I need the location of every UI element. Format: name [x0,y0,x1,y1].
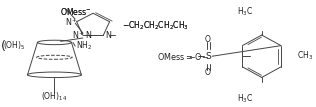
Text: CH$_3$: CH$_3$ [297,50,313,62]
Text: O: O [205,35,210,44]
Text: $-$CH$_2$CH$_2$CH$_2$CH$_3$: $-$CH$_2$CH$_2$CH$_2$CH$_3$ [123,19,189,31]
Text: N$^{+}$: N$^{+}$ [72,30,84,41]
Text: O: O [205,68,210,77]
Text: $-$CH$_2$CH$_2$CH$_2$CH$_3$: $-$CH$_2$CH$_2$CH$_2$CH$_3$ [123,19,189,31]
Text: $-$O$-$: $-$O$-$ [188,51,209,62]
Text: (OH)$_{14}$: (OH)$_{14}$ [41,91,68,103]
Text: N: N [105,31,111,40]
Text: N: N [86,31,91,40]
Text: OMess$=$: OMess$=$ [156,51,192,62]
Text: N$^{+}$: N$^{+}$ [65,16,77,27]
Text: H$_3$C: H$_3$C [236,93,253,106]
Text: S: S [205,52,211,61]
Text: (OH)$_5$: (OH)$_5$ [3,40,26,52]
Text: (: ( [1,40,6,53]
Text: OMess$^{-}$: OMess$^{-}$ [60,6,92,17]
Text: H$_3$C: H$_3$C [236,5,253,18]
Text: OMess$^{-}$: OMess$^{-}$ [60,6,92,17]
Text: NH$_2$: NH$_2$ [76,40,92,52]
